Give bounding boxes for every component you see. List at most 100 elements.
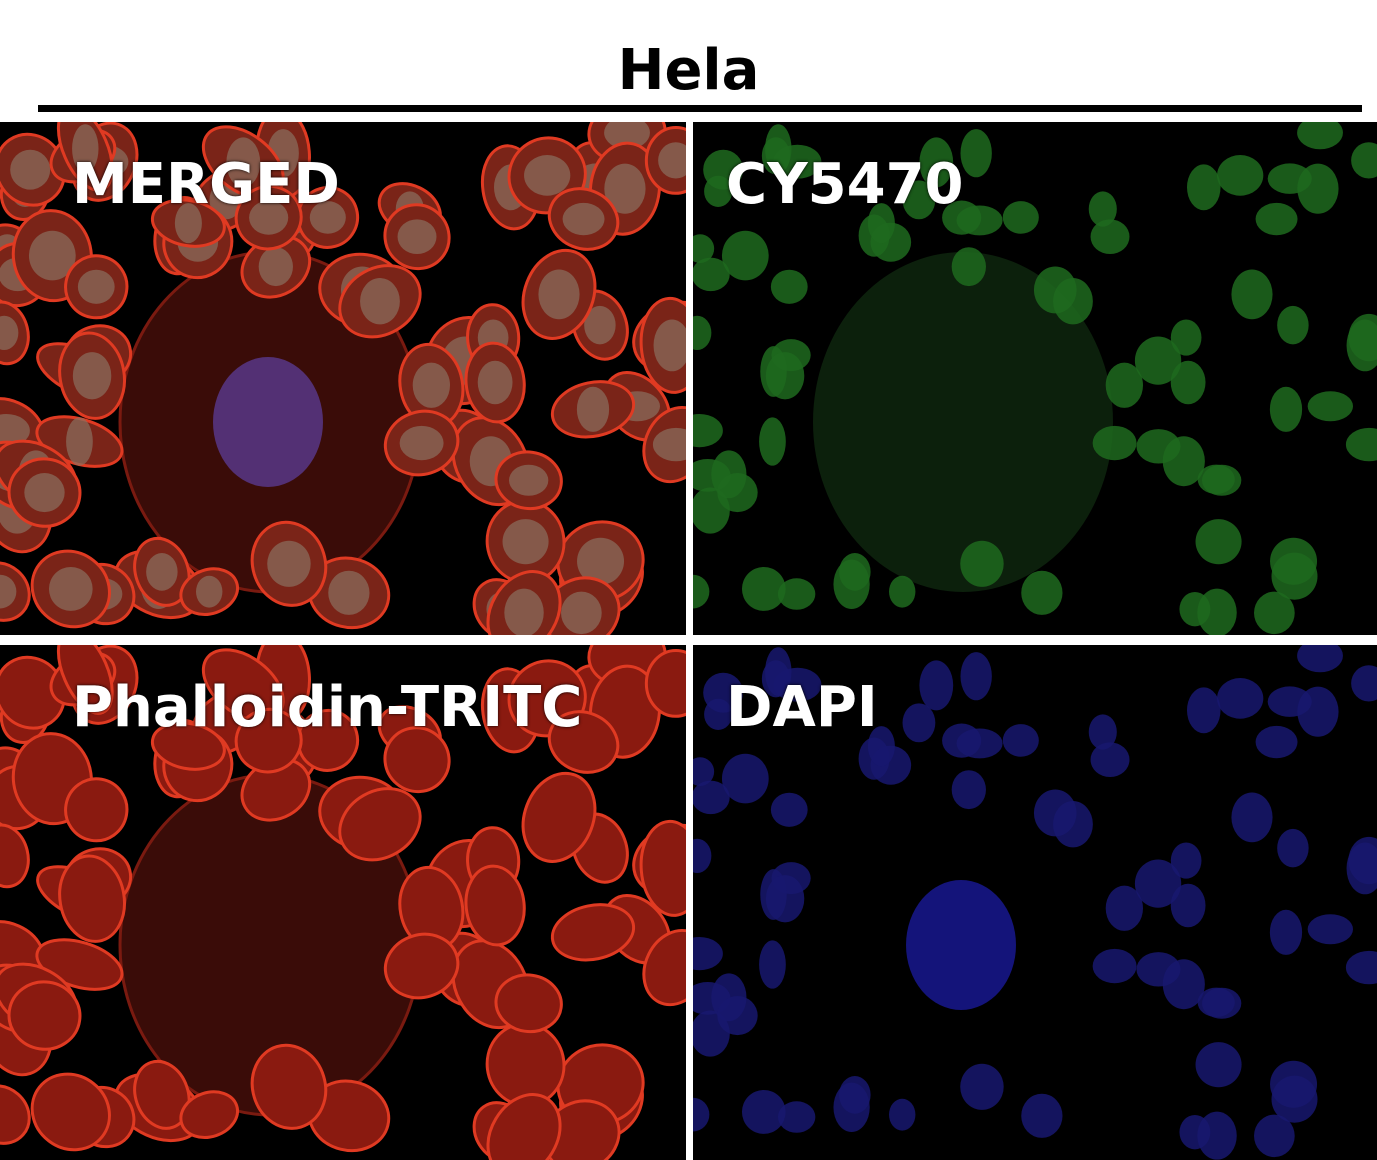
cell-cluster bbox=[813, 252, 1113, 592]
cell-nucleus bbox=[1162, 959, 1205, 1010]
cell-nucleus bbox=[1202, 987, 1242, 1019]
cell-nucleus bbox=[1002, 724, 1039, 757]
panel-cy5470: CY5470 bbox=[693, 122, 1377, 635]
cell-nucleus bbox=[1170, 319, 1202, 356]
cell-nucleus bbox=[919, 660, 954, 711]
cell-cluster-nucleus bbox=[213, 357, 323, 487]
cell-nucleus bbox=[960, 129, 992, 178]
cell-nucleus bbox=[1270, 1060, 1318, 1108]
cell-nucleus bbox=[717, 996, 758, 1036]
cell-nucleus bbox=[1170, 842, 1202, 879]
cell bbox=[133, 1059, 191, 1130]
cell-nucleus bbox=[604, 122, 650, 150]
cell-nucleus bbox=[1092, 425, 1137, 461]
cell-nucleus bbox=[1297, 163, 1339, 214]
cell-nucleus bbox=[759, 940, 786, 989]
cell-nucleus bbox=[174, 203, 202, 244]
cell-nucleus bbox=[1254, 1114, 1295, 1158]
cell bbox=[550, 903, 636, 962]
cell-nucleus bbox=[1002, 201, 1039, 234]
cell-nucleus bbox=[604, 163, 646, 214]
cell-nucleus bbox=[1217, 155, 1264, 196]
cell-nucleus bbox=[1231, 792, 1273, 843]
cell-nucleus bbox=[839, 1076, 871, 1114]
cell-nucleus bbox=[504, 588, 544, 635]
cell-nucleus bbox=[765, 124, 792, 174]
cell-nucleus bbox=[1351, 142, 1377, 179]
cell-nucleus bbox=[1088, 714, 1117, 750]
cell-nucleus bbox=[1307, 914, 1354, 945]
cell-nucleus bbox=[146, 553, 178, 591]
cell-nucleus bbox=[1105, 362, 1144, 408]
cell-nucleus bbox=[770, 792, 808, 827]
phalloidin-micrograph bbox=[0, 645, 686, 1160]
cell-nucleus bbox=[867, 726, 895, 767]
cell-nucleus bbox=[0, 574, 17, 609]
cell bbox=[383, 932, 460, 1000]
cell-nucleus bbox=[919, 137, 954, 188]
cell-nucleus bbox=[309, 201, 346, 234]
cell-nucleus bbox=[1297, 122, 1343, 150]
cell bbox=[383, 726, 451, 794]
cell-nucleus bbox=[1351, 665, 1377, 702]
cell-nucleus bbox=[1090, 742, 1130, 778]
cell-nucleus bbox=[721, 230, 769, 281]
cell bbox=[250, 1043, 328, 1130]
cell-nucleus bbox=[1021, 570, 1063, 615]
cell-nucleus bbox=[770, 269, 808, 304]
cell-nucleus bbox=[561, 591, 602, 635]
cy5470-micrograph bbox=[693, 122, 1377, 635]
cell-nucleus bbox=[509, 464, 549, 496]
cell-nucleus bbox=[1134, 859, 1182, 908]
cell-nucleus bbox=[1255, 725, 1298, 759]
cell-nucleus bbox=[703, 672, 744, 713]
panel-phalloidin: Phalloidin-TRITC bbox=[0, 645, 686, 1160]
cell-nucleus bbox=[412, 362, 451, 408]
cell-nucleus bbox=[1092, 948, 1137, 984]
cell bbox=[0, 823, 30, 889]
cell bbox=[547, 710, 620, 774]
title-underline bbox=[38, 105, 1362, 112]
cell-nucleus bbox=[48, 566, 93, 611]
cell-nucleus bbox=[1307, 391, 1354, 422]
cell-nucleus bbox=[538, 269, 580, 320]
cell bbox=[642, 928, 686, 1007]
cell bbox=[58, 854, 126, 943]
cell-nucleus bbox=[1134, 336, 1182, 385]
cell-nucleus bbox=[1269, 386, 1303, 432]
cell bbox=[644, 648, 686, 718]
cell-nucleus bbox=[1346, 319, 1377, 372]
panel-merged: MERGED bbox=[0, 122, 686, 635]
cell-nucleus bbox=[0, 315, 19, 350]
cell bbox=[486, 1093, 562, 1160]
cell-nucleus bbox=[267, 540, 311, 587]
cell-nucleus bbox=[1255, 202, 1298, 236]
dapi-micrograph bbox=[693, 645, 1377, 1160]
cell-nucleus bbox=[693, 413, 723, 448]
cell bbox=[521, 771, 597, 863]
cell-nucleus bbox=[867, 203, 895, 244]
cell-nucleus bbox=[1345, 950, 1377, 985]
cell-nucleus bbox=[652, 427, 686, 462]
cell bbox=[56, 645, 114, 715]
cell-nucleus bbox=[1021, 1093, 1063, 1138]
panel-label-merged: MERGED bbox=[72, 152, 340, 217]
cell-nucleus bbox=[902, 180, 936, 220]
cell-nucleus bbox=[1186, 687, 1221, 734]
cell-nucleus bbox=[759, 417, 786, 466]
cell-nucleus bbox=[693, 315, 712, 350]
cell-nucleus bbox=[28, 230, 76, 281]
cell-nucleus bbox=[960, 540, 1004, 587]
cell-nucleus bbox=[1269, 909, 1303, 955]
panel-dapi: DAPI bbox=[693, 645, 1377, 1160]
cell-nucleus bbox=[1345, 427, 1377, 462]
cell-nucleus bbox=[10, 149, 51, 190]
cell-nucleus bbox=[360, 278, 400, 325]
cell-nucleus bbox=[66, 417, 93, 466]
cell-nucleus bbox=[693, 1097, 710, 1132]
cell-nucleus bbox=[1170, 360, 1206, 405]
cell-nucleus bbox=[1105, 885, 1144, 931]
panel-label-dapi: DAPI bbox=[726, 675, 878, 740]
cell bbox=[30, 1072, 111, 1152]
cell-nucleus bbox=[1186, 164, 1221, 211]
